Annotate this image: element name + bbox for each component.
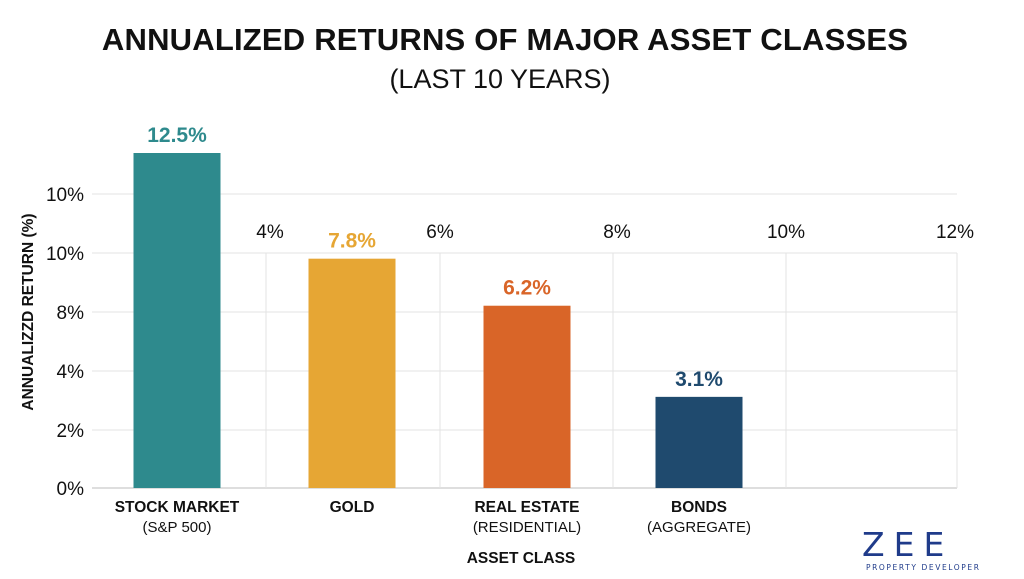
top-axis-tick-label: 12% <box>936 222 974 243</box>
labels: 0% 2% 4% 8% 10% 10% 4% 6% 8% 10% 12% 12.5% STOCK MAR… <box>20 124 974 567</box>
bars <box>133 153 743 488</box>
category-sublabel: (RESIDENTIAL) <box>473 519 581 536</box>
top-axis-tick-label: 6% <box>426 222 454 243</box>
category-label: BONDS <box>671 499 727 516</box>
bar <box>655 396 743 488</box>
value-label: 7.8% <box>328 230 376 253</box>
top-axis-tick-label: 10% <box>767 222 805 243</box>
y-tick-label: 10% <box>46 185 84 206</box>
category-label: REAL ESTATE <box>474 499 579 516</box>
logo-letters: ZEE <box>862 525 954 564</box>
top-axis-tick-label: 8% <box>603 222 631 243</box>
bar <box>483 305 571 488</box>
company-logo: ZEE PROPERTY DEVELOPER <box>862 528 1012 574</box>
value-label: 12.5% <box>147 124 207 147</box>
logo-subtitle: PROPERTY DEVELOPER <box>866 563 981 572</box>
y-tick-label: 2% <box>57 421 85 442</box>
y-tick-label: 8% <box>57 303 85 324</box>
y-tick-label: 4% <box>57 362 85 383</box>
category-label: STOCK MARKET <box>115 499 240 516</box>
category-label: GOLD <box>330 499 375 516</box>
value-label: 6.2% <box>503 277 551 300</box>
bar <box>308 258 396 488</box>
category-sublabel: (S&P 500) <box>143 519 212 536</box>
chart-title: ANNUALIZED RETURNS OF MAJOR ASSET CLASSE… <box>101 22 909 57</box>
y-tick-label: 0% <box>57 479 85 500</box>
value-label: 3.1% <box>675 368 723 391</box>
bar <box>133 153 221 488</box>
chart-subtitle: (LAST 10 YEARS) <box>389 64 611 94</box>
top-axis-tick-label: 4% <box>256 222 284 243</box>
category-sublabel: (AGGREGATE) <box>647 519 751 536</box>
y-tick-label: 10% <box>46 244 84 265</box>
y-axis-title: ANNUALIZZD RETURN (%) <box>20 213 37 410</box>
x-axis-title: ASSET CLASS <box>467 550 576 567</box>
